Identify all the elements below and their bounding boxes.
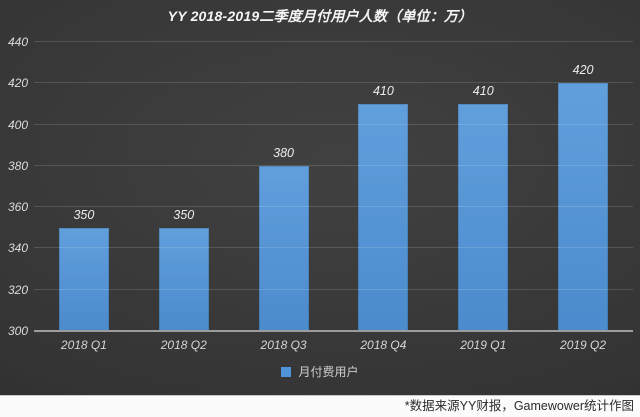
gridline (34, 247, 633, 249)
bar (358, 103, 409, 331)
x-tick-label: 2018 Q2 (160, 338, 207, 352)
plot-area: 350 350 380 410 410 420 (34, 41, 633, 332)
chart-title: YY 2018-2019二季度月付用户人数（单位：万） (167, 8, 473, 24)
bars-row: 350 350 380 410 410 420 (34, 42, 633, 331)
gridline (34, 206, 633, 208)
legend: 月付费用户 (0, 363, 640, 380)
bar-slot: 350 (34, 42, 134, 331)
y-tick-label: 400 (7, 117, 28, 132)
bar-slot: 350 (134, 42, 234, 331)
bar (458, 103, 509, 331)
y-tick-label: 380 (7, 158, 28, 173)
bar-value-label: 420 (572, 63, 594, 78)
bar-slot: 410 (433, 42, 533, 331)
bar (258, 165, 309, 331)
y-tick-label: 300 (7, 324, 28, 338)
x-tick-label: 2018 Q1 (60, 338, 107, 352)
legend-label: 月付费用户 (298, 365, 359, 379)
bar-slot: 410 (333, 42, 433, 331)
y-axis: 300 320 340 360 380 400 420 440 (0, 36, 28, 337)
x-tick-label: 2019 Q1 (460, 338, 507, 352)
y-tick-label: 360 (7, 200, 28, 215)
gridline (34, 82, 633, 84)
y-tick-label: 420 (7, 76, 28, 91)
bar-value-label: 380 (273, 145, 294, 160)
y-tick-label: 320 (7, 282, 28, 297)
gridline (34, 288, 633, 290)
x-tick-label: 2019 Q2 (560, 338, 607, 352)
bar-slot: 420 (533, 42, 633, 331)
footer-bar: *数据来源YY财报，Gamewower统计作图 (0, 395, 640, 417)
x-axis-line (34, 330, 633, 332)
bar (58, 227, 109, 331)
x-tick-label: 2018 Q4 (360, 338, 407, 352)
x-tick-label: 2018 Q3 (260, 338, 307, 352)
legend-swatch-icon (281, 366, 292, 377)
gridline (34, 123, 633, 125)
bar-value-label: 410 (472, 83, 494, 98)
bar (158, 227, 209, 331)
y-tick-label: 440 (7, 35, 28, 49)
bar-value-label: 410 (372, 83, 394, 98)
y-tick-label: 340 (7, 241, 28, 256)
bar-value-label: 350 (73, 207, 95, 222)
footer-note: *数据来源YY财报，Gamewower统计作图 (404, 399, 634, 413)
bar (558, 83, 609, 331)
x-axis: 2018 Q1 2018 Q2 2018 Q3 2018 Q4 2019 Q1 2019 … (34, 338, 633, 356)
gridline (34, 41, 633, 42)
bar-slot: 380 (234, 42, 334, 331)
gridline (34, 164, 633, 166)
bar-value-label: 350 (173, 207, 195, 222)
